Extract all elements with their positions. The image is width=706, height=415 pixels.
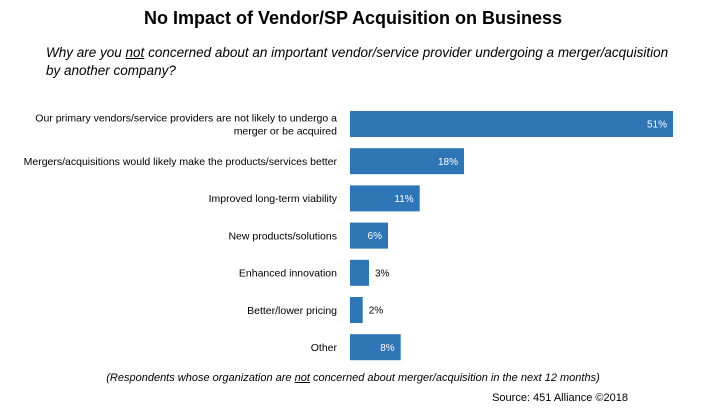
bar-4 <box>350 222 388 249</box>
footnote-emphasis: not <box>294 372 310 384</box>
category-label-6: Better/lower pricing <box>247 305 337 317</box>
data-label-7: 8% <box>380 343 395 354</box>
category-label-3: Improved long-term viability <box>209 193 338 205</box>
data-label-6: 2% <box>369 306 384 317</box>
data-label-2: 18% <box>438 157 458 168</box>
respondents-note: (Respondents whose organization are not … <box>0 372 706 384</box>
category-label-2: Mergers/acquisitions would likely make t… <box>24 156 338 168</box>
data-label-4: 6% <box>368 231 383 242</box>
category-label-5: Enhanced innovation <box>239 268 337 280</box>
bar-5 <box>350 259 369 286</box>
bars-group: Our primary vendors/service providers ar… <box>24 111 673 361</box>
question-text-after: concerned about an important vendor/serv… <box>46 45 669 78</box>
data-label-5: 3% <box>375 268 390 279</box>
data-label-1: 51% <box>647 120 667 131</box>
footnote-text-before: (Respondents whose organization are <box>106 372 295 384</box>
data-label-3: 11% <box>394 194 413 205</box>
category-label-7: Other <box>311 342 338 354</box>
question-emphasis: not <box>125 45 145 60</box>
source-credit: Source: 451 Alliance ©2018 <box>492 392 628 404</box>
chart-title: No Impact of Vendor/SP Acquisition on Bu… <box>143 8 563 28</box>
category-label-4: New products/solutions <box>228 230 337 242</box>
bar-7 <box>350 334 401 361</box>
bar-6 <box>350 297 363 323</box>
survey-question: Why are you not concerned about an impor… <box>46 44 686 80</box>
bar-1 <box>350 111 673 137</box>
footnote-text-after: concerned about merger/acquisition in th… <box>309 372 600 384</box>
bar-3 <box>350 185 420 212</box>
bar-2 <box>350 148 464 175</box>
question-text-before: Why are you <box>46 45 126 60</box>
category-label-1: Our primary vendors/service providers ar… <box>35 112 337 137</box>
